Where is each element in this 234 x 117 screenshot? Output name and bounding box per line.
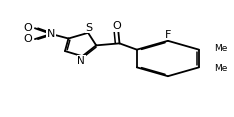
Text: O: O [112, 21, 121, 31]
Text: S: S [86, 23, 93, 33]
Text: O: O [24, 34, 32, 44]
Text: O: O [24, 23, 32, 33]
Text: Me: Me [214, 64, 227, 73]
Text: Me: Me [214, 44, 227, 53]
Text: N: N [77, 56, 85, 66]
Text: F: F [165, 29, 171, 40]
Text: N: N [47, 29, 55, 39]
